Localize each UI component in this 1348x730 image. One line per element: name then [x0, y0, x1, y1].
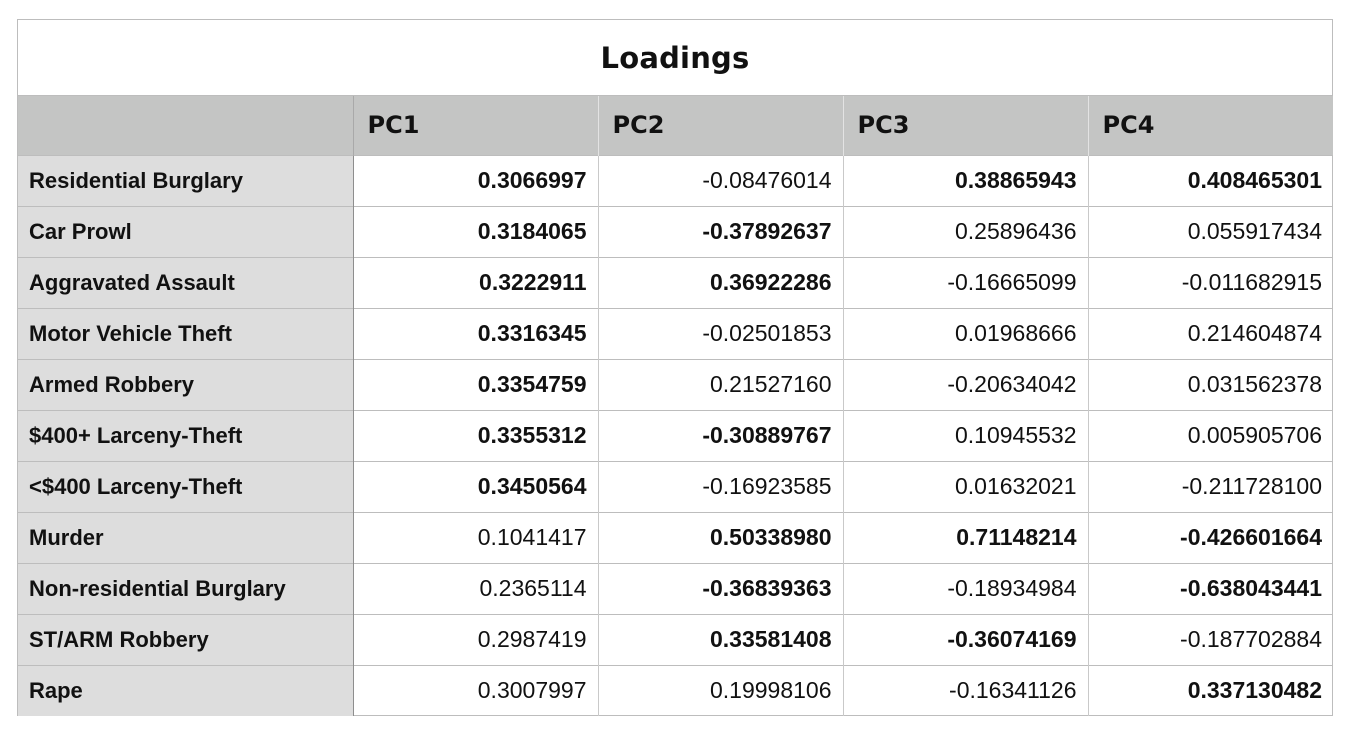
table-row: Rape 0.3007997 0.19998106 -0.16341126 0.3371…	[18, 664, 1333, 716]
value-cell-pc4: -0.187702884	[1088, 613, 1333, 665]
row-label: Murder	[18, 511, 354, 563]
value-cell-pc2: -0.30889767	[598, 409, 844, 461]
table-row: <$400 Larceny-Theft 0.3450564 -0.16923585 0…	[18, 460, 1333, 512]
row-label: Non-residential Burglary	[18, 562, 354, 614]
value-cell-pc4: 0.031562378	[1088, 358, 1333, 410]
header-cell-empty	[18, 96, 354, 155]
value-cell-pc3: 0.01632021	[843, 460, 1089, 512]
row-label: Rape	[18, 664, 354, 716]
table-body: Residential Burglary 0.3066997 -0.08476014…	[18, 154, 1333, 716]
value-cell-pc3: -0.16341126	[843, 664, 1089, 716]
value-cell-pc1: 0.3184065	[353, 205, 599, 257]
row-label: Car Prowl	[18, 205, 354, 257]
value-cell-pc1: 0.3316345	[353, 307, 599, 359]
row-label: Motor Vehicle Theft	[18, 307, 354, 359]
loadings-table-container: Loadings PC1 PC2 PC3 PC4 Residential Bur…	[17, 19, 1333, 716]
value-cell-pc3: -0.20634042	[843, 358, 1089, 410]
table-row: Motor Vehicle Theft 0.3316345 -0.02501853 0…	[18, 307, 1333, 359]
value-cell-pc4: -0.638043441	[1088, 562, 1333, 614]
header-row: PC1 PC2 PC3 PC4	[18, 96, 1333, 155]
value-cell-pc2: -0.08476014	[598, 154, 844, 206]
value-cell-pc3: -0.36074169	[843, 613, 1089, 665]
value-cell-pc4: 0.337130482	[1088, 664, 1333, 716]
value-cell-pc2: -0.37892637	[598, 205, 844, 257]
value-cell-pc4: 0.408465301	[1088, 154, 1333, 206]
row-label: Residential Burglary	[18, 154, 354, 206]
row-label: <$400 Larceny-Theft	[18, 460, 354, 512]
value-cell-pc2: -0.16923585	[598, 460, 844, 512]
table-row: Armed Robbery 0.3354759 0.21527160 -0.20634…	[18, 358, 1333, 410]
header-cell-pc1: PC1	[353, 96, 599, 155]
row-label: ST/ARM Robbery	[18, 613, 354, 665]
value-cell-pc2: 0.50338980	[598, 511, 844, 563]
value-cell-pc4: 0.005905706	[1088, 409, 1333, 461]
table-row: ST/ARM Robbery 0.2987419 0.33581408 -0.3607…	[18, 613, 1333, 665]
table-row: Murder 0.1041417 0.50338980 0.71148214 -0.42…	[18, 511, 1333, 563]
row-label: Armed Robbery	[18, 358, 354, 410]
value-cell-pc3: 0.71148214	[843, 511, 1089, 563]
value-cell-pc2: -0.36839363	[598, 562, 844, 614]
value-cell-pc4: 0.214604874	[1088, 307, 1333, 359]
header-cell-pc2: PC2	[598, 96, 844, 155]
value-cell-pc3: 0.01968666	[843, 307, 1089, 359]
table-row: Car Prowl 0.3184065 -0.37892637 0.25896436 0…	[18, 205, 1333, 257]
table-row: Non-residential Burglary 0.2365114 -0.3683…	[18, 562, 1333, 614]
value-cell-pc1: 0.2365114	[353, 562, 599, 614]
value-cell-pc2: 0.33581408	[598, 613, 844, 665]
value-cell-pc1: 0.2987419	[353, 613, 599, 665]
table-row: $400+ Larceny-Theft 0.3355312 -0.30889767 0…	[18, 409, 1333, 461]
value-cell-pc3: 0.38865943	[843, 154, 1089, 206]
value-cell-pc4: -0.211728100	[1088, 460, 1333, 512]
table-row: Aggravated Assault 0.3222911 0.36922286 -0.…	[18, 256, 1333, 308]
value-cell-pc1: 0.1041417	[353, 511, 599, 563]
value-cell-pc3: -0.16665099	[843, 256, 1089, 308]
value-cell-pc2: 0.19998106	[598, 664, 844, 716]
value-cell-pc3: 0.25896436	[843, 205, 1089, 257]
value-cell-pc3: 0.10945532	[843, 409, 1089, 461]
value-cell-pc1: 0.3222911	[353, 256, 599, 308]
header-cell-pc4: PC4	[1088, 96, 1333, 155]
value-cell-pc1: 0.3066997	[353, 154, 599, 206]
row-label: Aggravated Assault	[18, 256, 354, 308]
table-title: Loadings	[18, 20, 1332, 96]
table-row: Residential Burglary 0.3066997 -0.08476014…	[18, 154, 1333, 206]
value-cell-pc2: -0.02501853	[598, 307, 844, 359]
value-cell-pc2: 0.21527160	[598, 358, 844, 410]
header-cell-pc3: PC3	[843, 96, 1089, 155]
value-cell-pc3: -0.18934984	[843, 562, 1089, 614]
value-cell-pc1: 0.3354759	[353, 358, 599, 410]
value-cell-pc4: -0.426601664	[1088, 511, 1333, 563]
value-cell-pc2: 0.36922286	[598, 256, 844, 308]
value-cell-pc1: 0.3355312	[353, 409, 599, 461]
value-cell-pc1: 0.3007997	[353, 664, 599, 716]
value-cell-pc1: 0.3450564	[353, 460, 599, 512]
loadings-table: PC1 PC2 PC3 PC4 Residential Burglary 0.30…	[18, 96, 1333, 716]
row-label: $400+ Larceny-Theft	[18, 409, 354, 461]
value-cell-pc4: -0.011682915	[1088, 256, 1333, 308]
value-cell-pc4: 0.055917434	[1088, 205, 1333, 257]
